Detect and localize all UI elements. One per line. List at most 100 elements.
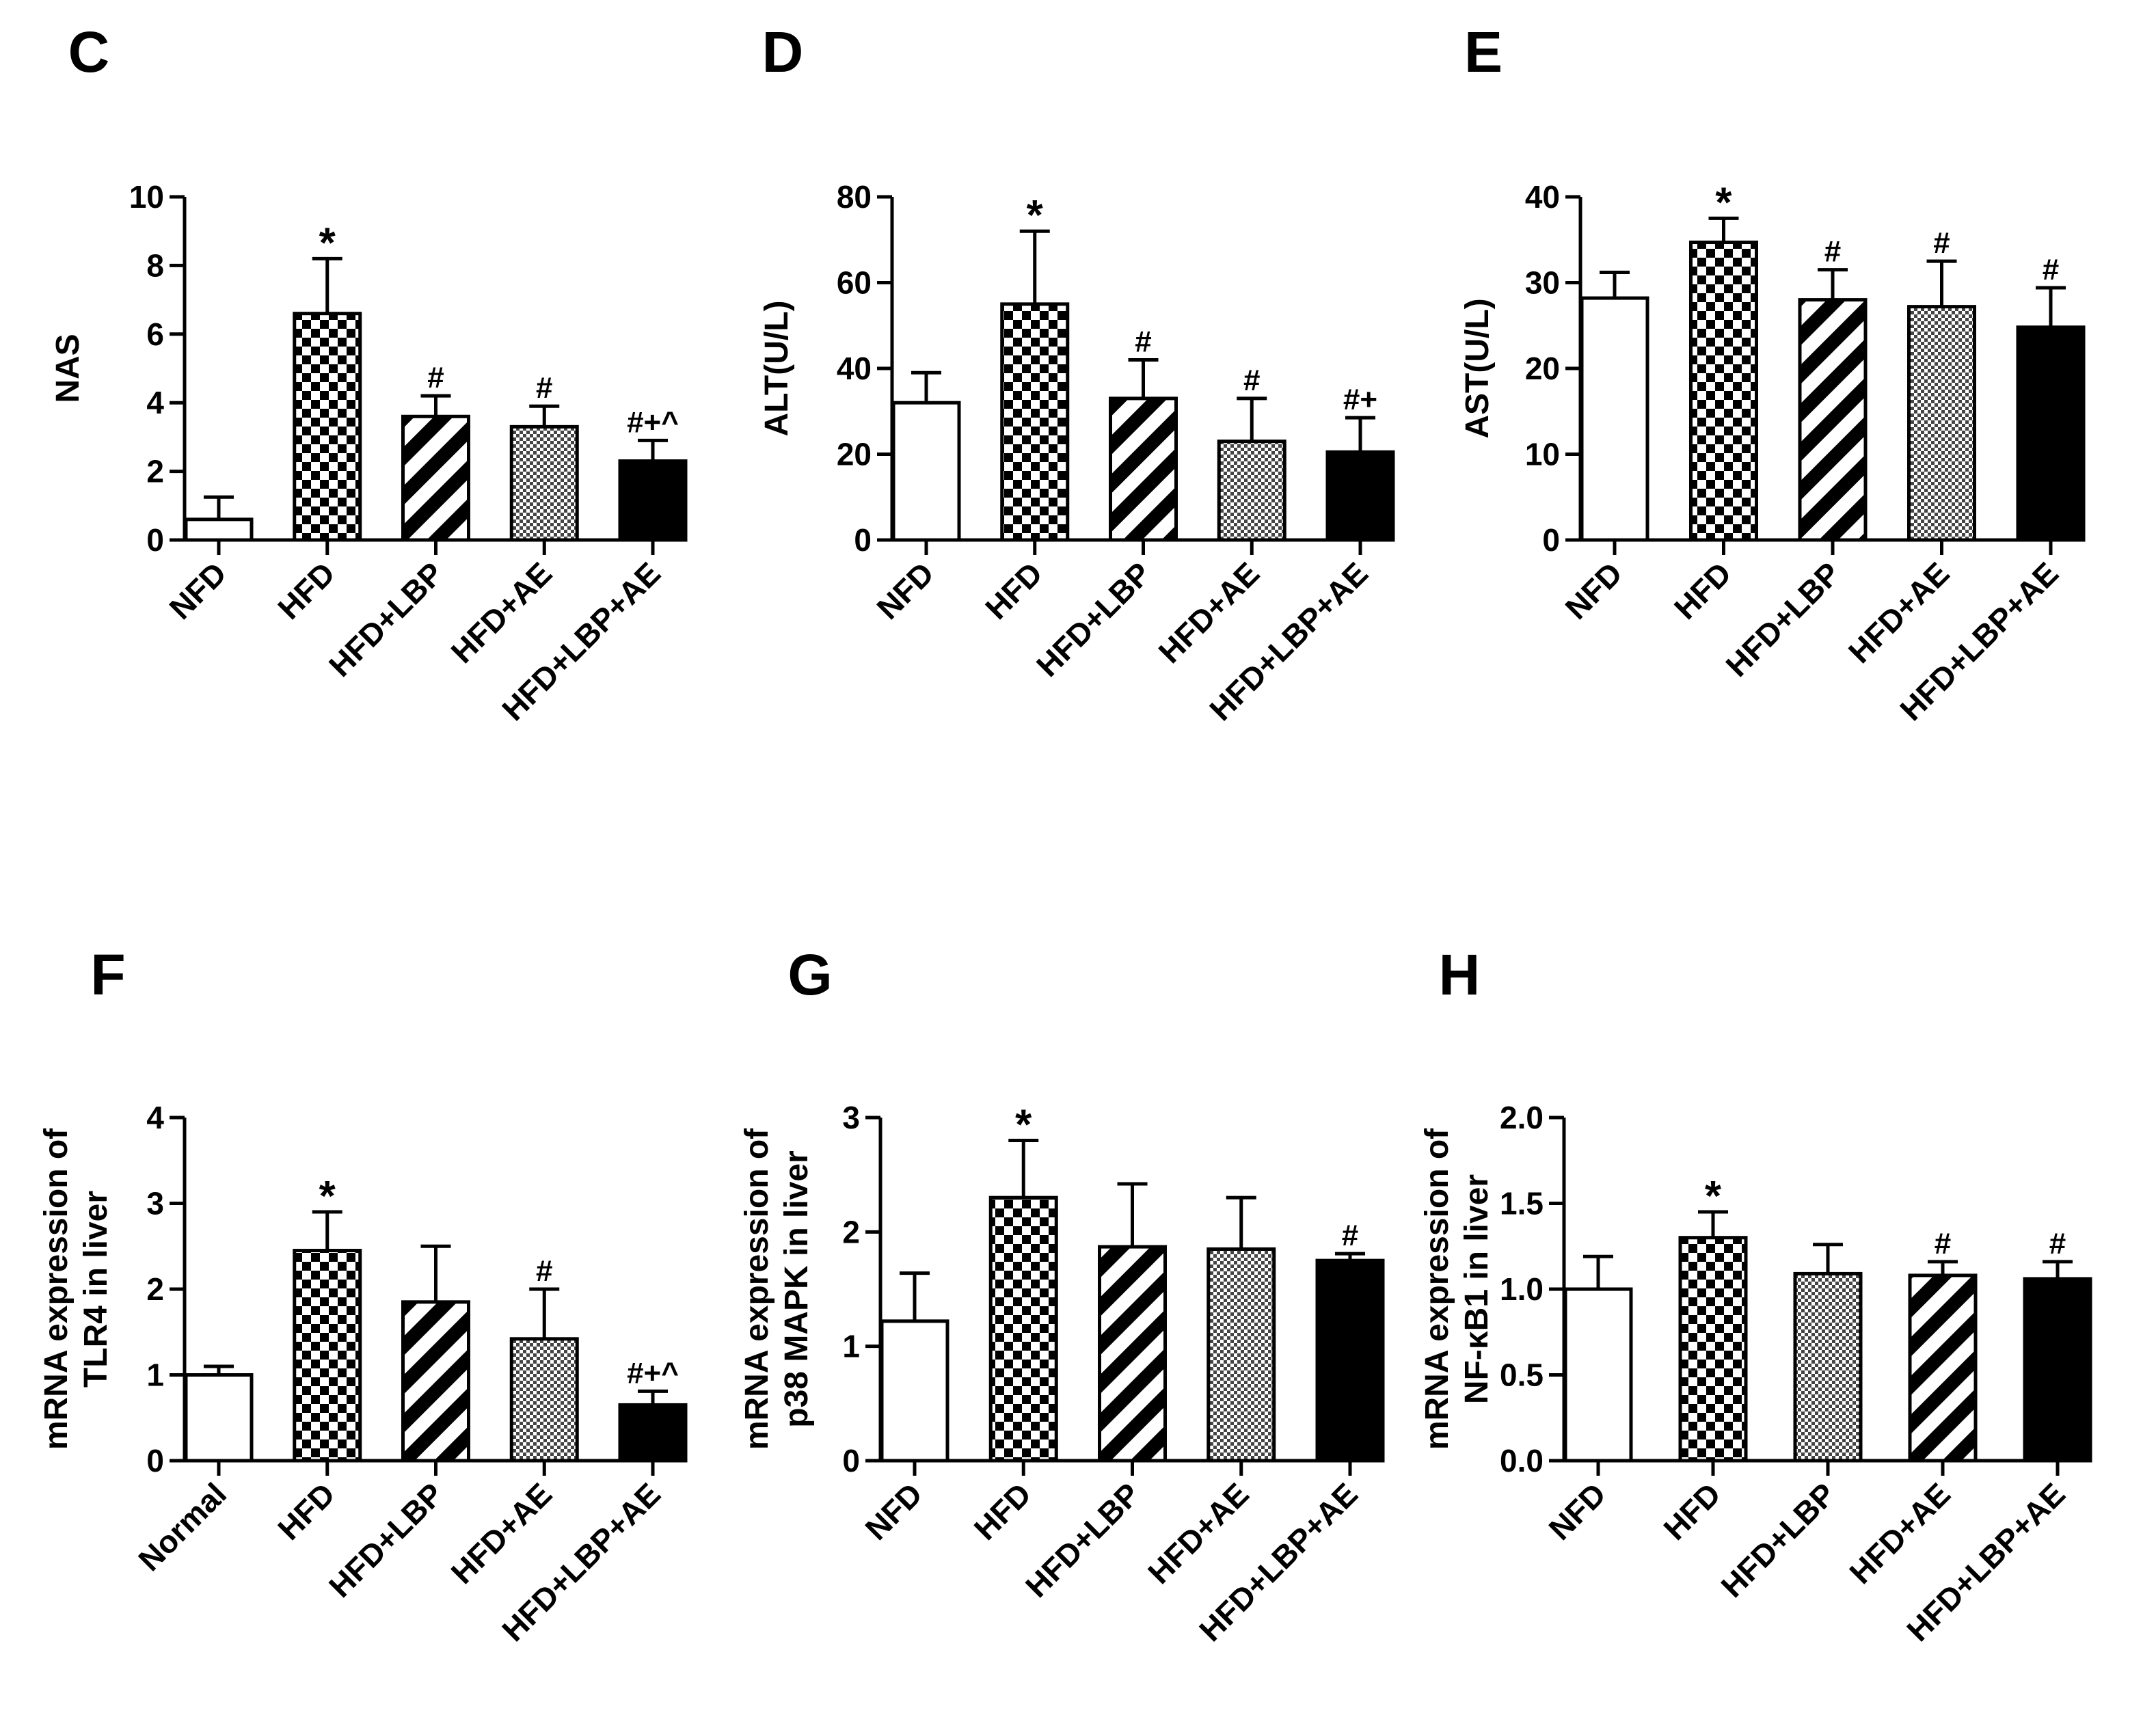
bar-hfd-lbp-ae	[2016, 325, 2086, 542]
bar-hfd-lbp	[401, 414, 470, 542]
bar-hfd-lbp-ae	[1315, 1258, 1385, 1463]
bar-hfd-ae	[1907, 305, 1976, 542]
bar-hfd-lbp	[1098, 1245, 1167, 1463]
x-tick-label: HFD	[1656, 1476, 1727, 1547]
y-tick-label: 6	[146, 316, 164, 352]
panel-letter: H	[1439, 943, 1481, 1007]
significance-mark: #	[2049, 1227, 2066, 1260]
panel-e: E 0 10 20 30 40 AST(U/L) NFD * HFD # HFD+LBP # HFD+AE…	[1459, 20, 2086, 727]
bar-nfd	[1563, 1287, 1633, 1463]
x-tick-label: HFD+AE	[1152, 555, 1267, 670]
y-axis-label-line: p38 MAPK in liver	[779, 1150, 815, 1427]
y-tick-label: 0	[1542, 522, 1560, 558]
x-tick-label: HFD+LBP	[322, 555, 450, 684]
y-axis-label-line: NF-κB1 in liver	[1459, 1174, 1495, 1404]
y-axis-label: NAS	[50, 334, 86, 403]
bar-hfd-ae	[509, 1337, 579, 1463]
panel-letter: F	[90, 943, 125, 1007]
panel-d: D 0 20 40 60 80 ALT(U/L) NFD * HFD # HFD+LBP # HFD+AE…	[759, 20, 1395, 727]
x-tick-label: HFD+LBP	[1719, 555, 1847, 684]
significance-mark: *	[1705, 1173, 1722, 1220]
y-tick-label: 1.0	[1500, 1271, 1544, 1307]
x-tick-label: Normal	[131, 1476, 233, 1578]
significance-mark: #	[536, 1254, 552, 1288]
x-tick-label: HFD	[1667, 555, 1738, 626]
y-axis-label: ALT(U/L)	[759, 300, 795, 436]
bar-hfd-ae	[1908, 1273, 1978, 1463]
x-tick-label: HFD+AE	[444, 555, 559, 670]
y-tick-label: 3	[146, 1186, 164, 1221]
significance-mark: #	[1824, 235, 1841, 269]
bar-hfd-ae	[509, 424, 579, 542]
x-tick-label: HFD+AE	[1141, 1476, 1256, 1591]
significance-mark: #	[2043, 253, 2059, 286]
significance-mark: #	[536, 371, 552, 405]
y-axis-label: AST(U/L)	[1459, 298, 1496, 438]
y-tick-label: 1	[146, 1357, 164, 1393]
bar-hfd-lbp	[1109, 396, 1178, 542]
y-tick-label: 0	[146, 1443, 164, 1478]
x-tick-label: HFD	[978, 555, 1049, 626]
y-axis-label: mRNA expression of p38 MAPK in liver	[739, 1128, 815, 1450]
bar-hfd	[1678, 1236, 1748, 1463]
significance-mark: #	[1933, 226, 1950, 260]
y-tick-label: 10	[1525, 437, 1560, 472]
panel-letter: G	[787, 943, 832, 1007]
bar-hfd-lbp-ae	[618, 1403, 688, 1463]
x-tick-label: HFD	[967, 1476, 1038, 1547]
significance-mark: #	[427, 361, 444, 394]
significance-mark: #	[1342, 1219, 1358, 1252]
y-axis-label: mRNA expression of NF-κB1 in liver	[1419, 1128, 1495, 1450]
y-tick-label: 0.0	[1500, 1443, 1544, 1478]
y-tick-label: 3	[842, 1100, 860, 1135]
significance-mark: #+^	[627, 1356, 679, 1390]
y-tick-label: 30	[1525, 265, 1560, 301]
y-axis-label-line: mRNA expression of	[38, 1128, 75, 1450]
x-tick-label: HFD+AE	[444, 1476, 559, 1591]
bar-hfd-lbp-ae	[1325, 450, 1395, 542]
bar-hfd	[1000, 302, 1070, 542]
x-tick-label: HFD+LBP	[322, 1476, 450, 1604]
significance-mark: #	[1135, 325, 1151, 358]
y-tick-label: 4	[146, 1100, 164, 1135]
y-tick-label: 60	[837, 265, 872, 301]
y-tick-label: 2.0	[1500, 1100, 1544, 1135]
bar-hfd-lbp	[401, 1300, 470, 1463]
y-tick-label: 1	[842, 1329, 860, 1364]
y-axis-label-line: AST(U/L)	[1459, 298, 1496, 438]
bar-normal	[184, 1373, 254, 1463]
y-tick-label: 0	[146, 522, 164, 558]
bar-nfd	[184, 517, 254, 542]
bar-nfd	[891, 401, 961, 542]
bar-hfd-lbp	[1798, 298, 1868, 542]
panel-letter: C	[68, 20, 110, 84]
y-tick-label: 8	[146, 247, 164, 283]
significance-mark: #+	[1343, 383, 1377, 416]
y-tick-label: 20	[837, 437, 872, 472]
y-axis-label-line: TLR4 in liver	[78, 1191, 114, 1388]
x-tick-label: HFD+AE	[1842, 555, 1956, 670]
y-axis-label-line: ALT(U/L)	[759, 300, 795, 436]
significance-mark: #	[1935, 1227, 1951, 1260]
significance-mark: *	[319, 219, 336, 267]
x-tick-label: NFD	[870, 555, 941, 626]
x-tick-label: NFD	[858, 1476, 929, 1547]
y-tick-label: 4	[146, 385, 164, 420]
bar-hfd-ae	[1217, 440, 1286, 542]
bar-nfd	[1580, 296, 1649, 542]
bar-hfd	[1689, 241, 1758, 542]
y-axis-label: mRNA expression of TLR4 in liver	[38, 1128, 114, 1450]
y-tick-label: 40	[837, 351, 872, 386]
y-tick-label: 80	[837, 179, 872, 215]
significance-mark: *	[1015, 1101, 1032, 1148]
y-tick-label: 40	[1525, 179, 1560, 215]
x-tick-label: HFD+LBP	[1029, 555, 1158, 684]
x-tick-label: HFD+AE	[1842, 1476, 1957, 1591]
y-tick-label: 0.5	[1500, 1357, 1544, 1393]
significance-mark: *	[1715, 179, 1732, 226]
bar-hfd	[988, 1195, 1058, 1463]
x-tick-label: HFD	[271, 1476, 342, 1547]
